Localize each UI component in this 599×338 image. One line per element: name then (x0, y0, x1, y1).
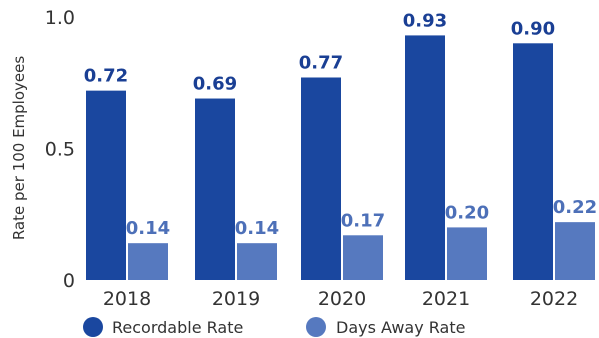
data-label: 0.14 (235, 218, 279, 239)
x-tick-label: 2020 (318, 288, 366, 310)
data-label: 0.72 (84, 66, 128, 87)
data-label: 0.90 (511, 18, 555, 39)
y-tick-label: 0 (63, 270, 75, 292)
x-tick-label: 2019 (212, 288, 260, 310)
bar-recordable-rate-2019 (195, 98, 235, 280)
bar-recordable-rate-2020 (301, 77, 341, 281)
data-label: 0.93 (403, 10, 447, 31)
legend-marker (306, 317, 326, 337)
y-axis-label: Rate per 100 Employees (10, 56, 28, 241)
bar-recordable-rate-2021 (405, 35, 445, 280)
x-tick-label: 2021 (422, 288, 470, 310)
bar-days-away-rate-2018 (128, 243, 168, 280)
x-tick-label: 2022 (530, 288, 578, 310)
legend-marker (83, 317, 103, 337)
bar-days-away-rate-2022 (555, 222, 595, 280)
y-tick-label: 1.0 (45, 7, 75, 29)
bars: 0.72 0.69 0.77 0.93 0.90 0.14 0.14 0.17 0.20 0.22 (84, 10, 597, 281)
bar-days-away-rate-2019 (237, 243, 277, 280)
x-tick-label: 2018 (103, 288, 151, 310)
bar-days-away-rate-2021 (447, 227, 487, 280)
data-label: 0.22 (553, 197, 597, 218)
bar-recordable-rate-2022 (513, 43, 553, 280)
legend-label: Days Away Rate (336, 318, 465, 337)
data-label: 0.69 (193, 74, 237, 95)
data-label: 0.20 (445, 202, 489, 223)
bar-recordable-rate-2018 (86, 90, 126, 280)
data-label: 0.14 (126, 218, 170, 239)
y-axis: 0 0.5 1.0 (45, 7, 75, 292)
legend: Recordable Rate Days Away Rate (83, 317, 465, 337)
data-label: 0.17 (341, 210, 385, 231)
bar-days-away-rate-2020 (343, 235, 383, 280)
x-axis: 2018 2019 2020 2021 2022 (103, 288, 578, 310)
y-tick-label: 0.5 (45, 139, 75, 161)
data-label: 0.77 (299, 52, 343, 73)
legend-label: Recordable Rate (112, 318, 243, 337)
